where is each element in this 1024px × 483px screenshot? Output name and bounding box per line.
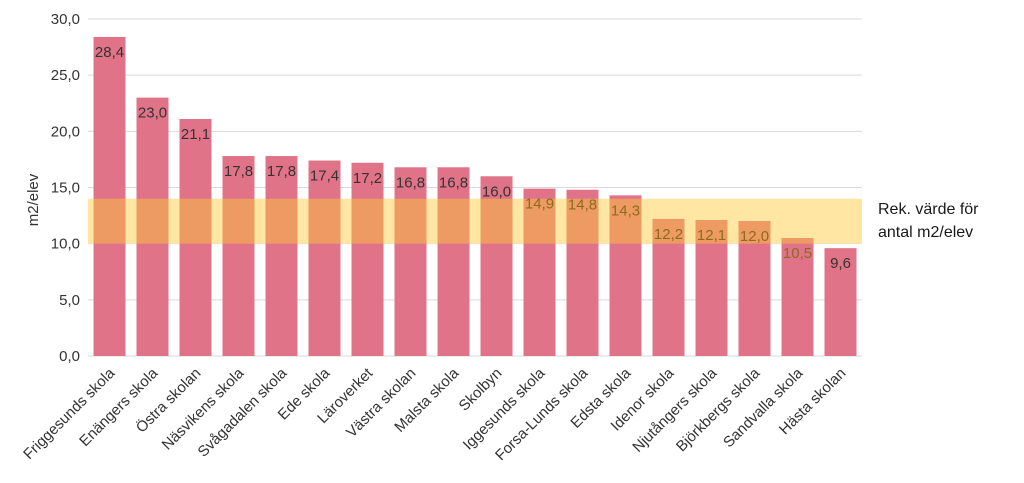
bar-band-overlap (179, 198, 212, 244)
data-label: 14,9 (525, 196, 554, 213)
data-label: 10,5 (783, 245, 812, 262)
data-label: 17,8 (224, 163, 253, 180)
bar (222, 156, 255, 356)
y-axis-ticks: 0,0 5,0 10,0 15,0 20,0 25,0 30,0 (51, 11, 80, 365)
data-label: 23,0 (138, 105, 167, 122)
data-label: 9,6 (830, 255, 851, 272)
bar-band-overlap (523, 198, 556, 244)
bar-band-overlap (566, 198, 599, 244)
bar-band-overlap (480, 198, 513, 244)
y-tick-label: 20,0 (51, 123, 80, 140)
recommended-band-label: Rek. värde för antal m2/elev (878, 201, 979, 241)
bar (437, 167, 470, 356)
bar-band-overlap (609, 198, 642, 244)
bar-band-overlap (93, 198, 126, 244)
bar-band-overlap (394, 198, 427, 244)
data-label: 14,8 (568, 197, 597, 214)
y-tick-label: 5,0 (59, 292, 80, 309)
data-labels: 28,4 23,0 21,1 17,8 17,8 17,4 17,2 16,8 16,8 16,0… (95, 44, 851, 272)
bar-band-overlap (136, 198, 169, 244)
y-axis-label: m2/elev (25, 173, 42, 226)
bar (394, 167, 427, 356)
bar-band-overlap (308, 198, 341, 244)
data-label: 17,4 (310, 168, 339, 185)
bar (93, 36, 126, 357)
bar (781, 238, 814, 356)
bar-band-overlap (222, 198, 255, 244)
data-label: 21,1 (181, 126, 210, 143)
bar (824, 248, 857, 356)
bar-band-overlap (437, 198, 470, 244)
y-tick-label: 0,0 (59, 348, 80, 365)
bar-band-overlap (738, 221, 771, 244)
y-tick-label: 10,0 (51, 236, 80, 253)
recommended-band-background (88, 198, 862, 244)
data-label: 16,8 (439, 174, 468, 191)
bars (93, 36, 857, 357)
bar-band-overlap (351, 198, 384, 244)
bar-band-overlap (265, 198, 298, 244)
data-label: 28,4 (95, 44, 124, 61)
data-label: 16,0 (482, 183, 511, 200)
bar-band-overlap (781, 238, 814, 244)
data-label: 16,8 (396, 174, 425, 191)
data-label: 12,1 (697, 227, 726, 244)
data-label: 17,2 (353, 170, 382, 187)
bar (351, 162, 384, 356)
y-tick-label: 15,0 (51, 180, 80, 197)
bar-band-overlap (695, 220, 728, 244)
y-tick-label: 30,0 (51, 11, 80, 28)
bar (265, 156, 298, 356)
recommended-band-overlay (93, 198, 814, 244)
data-label: 12,0 (740, 228, 769, 245)
y-tick-label: 25,0 (51, 67, 80, 84)
bar (308, 160, 341, 356)
bar-band-overlap (652, 218, 685, 244)
data-label: 17,8 (267, 163, 296, 180)
data-label: 14,3 (611, 202, 640, 219)
recommended-band-label-line: antal m2/elev (878, 224, 973, 241)
recommended-band (88, 198, 862, 244)
recommended-band-label-line: Rek. värde för (878, 201, 979, 218)
data-label: 12,2 (654, 226, 683, 243)
